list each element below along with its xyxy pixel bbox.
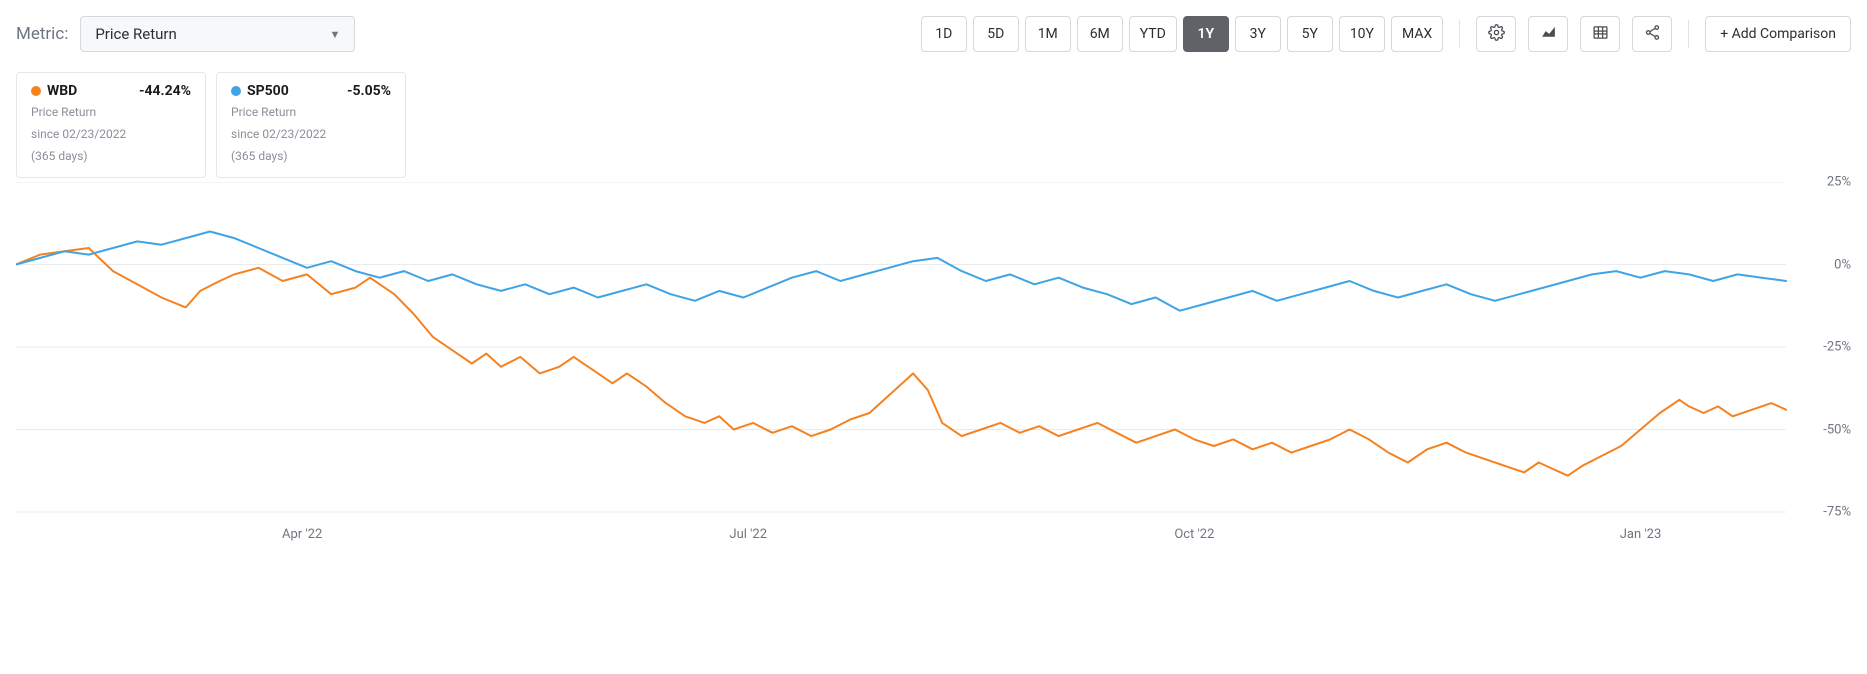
range-1d[interactable]: 1D: [921, 16, 967, 52]
chart: 25%0%-25%-50%-75%Apr '22Jul '22Oct '22Ja…: [16, 182, 1851, 542]
table-icon: [1592, 24, 1609, 45]
add-comparison-label: + Add Comparison: [1720, 26, 1836, 42]
legend-days: (365 days): [31, 147, 191, 165]
gear-icon: [1488, 24, 1505, 45]
legend-pct: -44.24%: [139, 83, 191, 99]
legend-card-sp500[interactable]: SP500 -5.05% Price Return since 02/23/2022 (…: [216, 72, 406, 178]
y-axis-label: -75%: [1823, 505, 1851, 520]
data-table-button[interactable]: [1580, 16, 1620, 52]
y-axis-label: -25%: [1823, 340, 1851, 355]
legend-ticker: SP500: [247, 83, 289, 99]
x-axis-label: Jul '22: [729, 527, 767, 542]
range-5y[interactable]: 5Y: [1287, 16, 1333, 52]
range-6m[interactable]: 6M: [1077, 16, 1123, 52]
legend-card-wbd[interactable]: WBD -44.24% Price Return since 02/23/2022 (3…: [16, 72, 206, 178]
metric-select[interactable]: Price Return ▼: [80, 16, 355, 52]
legend-since: since 02/23/2022: [231, 125, 391, 143]
caret-down-icon: ▼: [329, 28, 340, 41]
range-3y[interactable]: 3Y: [1235, 16, 1281, 52]
range-ytd[interactable]: YTD: [1129, 16, 1177, 52]
x-axis-label: Apr '22: [282, 527, 322, 542]
range-1m[interactable]: 1M: [1025, 16, 1071, 52]
legend-since: since 02/23/2022: [31, 125, 191, 143]
x-axis-label: Jan '23: [1620, 527, 1662, 542]
metric-label: Metric:: [16, 24, 68, 44]
legend-dot: [231, 86, 241, 96]
legend-metric: Price Return: [231, 103, 391, 121]
separator: [1459, 20, 1460, 48]
legend-metric: Price Return: [31, 103, 191, 121]
range-max[interactable]: MAX: [1391, 16, 1443, 52]
y-axis-label: 25%: [1827, 175, 1851, 190]
y-axis-label: -50%: [1823, 422, 1851, 437]
time-range-group: 1D5D1M6MYTD1Y3Y5Y10YMAX: [921, 16, 1444, 52]
legend-row: WBD -44.24% Price Return since 02/23/2022 (3…: [16, 72, 1851, 178]
toolbar: Metric: Price Return ▼ 1D5D1M6MYTD1Y3Y5Y…: [16, 16, 1851, 52]
x-axis-label: Oct '22: [1174, 527, 1214, 542]
chart-type-button[interactable]: [1528, 16, 1568, 52]
legend-dot: [31, 86, 41, 96]
range-1y[interactable]: 1Y: [1183, 16, 1229, 52]
y-axis-label: 0%: [1834, 257, 1851, 272]
range-5d[interactable]: 5D: [973, 16, 1019, 52]
settings-button[interactable]: [1476, 16, 1516, 52]
legend-pct: -5.05%: [347, 83, 391, 99]
series-wbd: [16, 248, 1786, 476]
legend-days: (365 days): [231, 147, 391, 165]
share-icon: [1644, 24, 1661, 45]
area-chart-icon: [1540, 24, 1557, 45]
add-comparison-button[interactable]: + Add Comparison: [1705, 16, 1851, 52]
range-10y[interactable]: 10Y: [1339, 16, 1385, 52]
share-button[interactable]: [1632, 16, 1672, 52]
series-sp500: [16, 232, 1786, 311]
metric-select-value: Price Return: [95, 25, 176, 43]
separator: [1688, 20, 1689, 48]
legend-ticker: WBD: [47, 83, 77, 99]
